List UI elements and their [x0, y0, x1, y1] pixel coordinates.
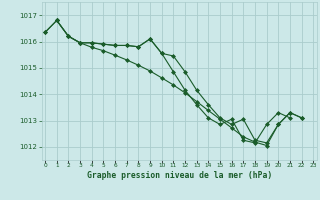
- X-axis label: Graphe pression niveau de la mer (hPa): Graphe pression niveau de la mer (hPa): [87, 171, 272, 180]
